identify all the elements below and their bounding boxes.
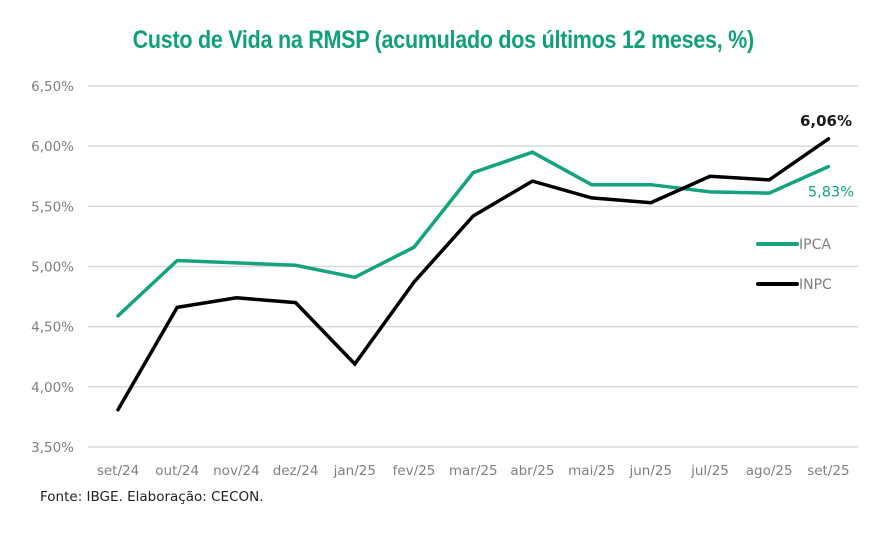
y-tick-label: 5,00%	[31, 260, 74, 276]
legend-label-inpc: INPC	[799, 277, 832, 293]
x-tick-label: ago/25	[746, 463, 793, 479]
x-tick-label: nov/24	[213, 463, 260, 479]
data-label-ipca-last: 5,83%	[808, 185, 854, 201]
legend: IPCA INPC	[756, 237, 832, 293]
x-tick-label: mar/25	[449, 463, 498, 479]
x-tick-label: mai/25	[568, 463, 615, 479]
x-tick-label: set/25	[807, 463, 849, 479]
gridlines	[88, 85, 858, 448]
data-labels: 6,06% 5,83%	[800, 112, 854, 201]
x-tick-label: fev/25	[393, 463, 436, 479]
y-tick-label: 4,00%	[31, 380, 74, 396]
x-tick-label: set/24	[97, 463, 139, 479]
series-line-inpc	[116, 137, 831, 412]
y-tick-label: 6,50%	[31, 79, 74, 95]
x-tick-label: jan/25	[333, 463, 376, 479]
data-label-inpc-last: 6,06%	[800, 112, 852, 130]
x-tick-label: out/24	[155, 463, 199, 479]
legend-label-ipca: IPCA	[799, 237, 831, 253]
x-tick-label: dez/24	[273, 463, 319, 479]
x-tick-label: jun/25	[629, 463, 673, 479]
y-tick-label: 5,50%	[31, 199, 74, 215]
x-axis-ticks: set/24 out/24 nov/24 dez/24 jan/25 fev/25 mar/…	[97, 463, 850, 479]
x-tick-label: jul/25	[690, 463, 729, 479]
y-tick-label: 4,50%	[31, 320, 74, 336]
y-tick-label: 6,00%	[31, 139, 74, 155]
series-lines	[116, 137, 831, 412]
x-tick-label: abr/25	[510, 463, 554, 479]
y-tick-label: 3,50%	[31, 440, 74, 456]
source-note: Fonte: IBGE. Elaboração: CECON.	[40, 489, 264, 505]
y-axis-ticks: 3,50% 4,00% 4,50% 5,00% 5,50% 6,00% 6,50%	[31, 79, 74, 456]
chart-title: Custo de Vida na RMSP (acumulado dos últ…	[132, 26, 755, 54]
